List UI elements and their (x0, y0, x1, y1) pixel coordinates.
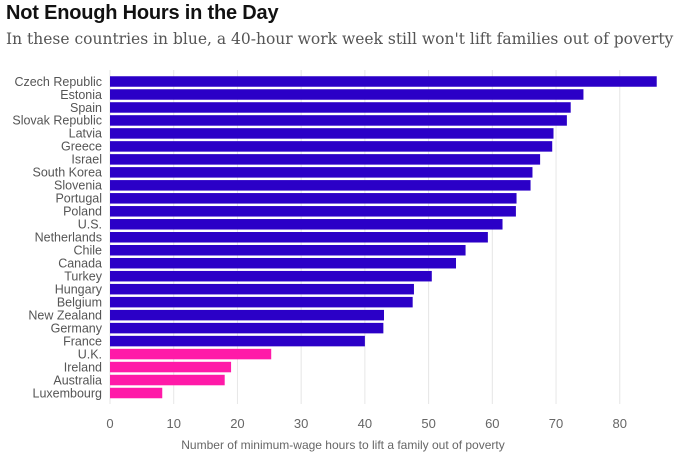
x-tick-label: 70 (549, 416, 563, 431)
x-axis-ticks: 0 10 20 30 40 50 60 70 80 (106, 416, 627, 431)
category-label: Slovenia (54, 179, 102, 193)
category-label: Chile (74, 244, 103, 258)
category-label: U.K. (78, 347, 102, 361)
category-label: Poland (63, 205, 102, 219)
category-label: New Zealand (28, 308, 102, 322)
bar (110, 244, 466, 256)
x-tick-label: 20 (230, 416, 244, 431)
bar (110, 335, 365, 347)
category-label: Greece (61, 140, 102, 154)
category-label: Spain (70, 101, 102, 115)
bar (110, 232, 488, 243)
chart-title: Not Enough Hours in the Day (6, 2, 279, 24)
bar (110, 167, 533, 178)
bar (110, 180, 531, 191)
bar (110, 76, 657, 87)
bar (110, 219, 503, 230)
bar (110, 283, 414, 295)
bar (110, 270, 432, 282)
category-label: U.S. (78, 218, 102, 232)
bar (110, 322, 384, 334)
bar (110, 374, 225, 386)
category-label: Netherlands (35, 231, 102, 245)
category-label: Luxembourg (33, 386, 103, 400)
category-label: Estonia (60, 88, 102, 102)
bar (110, 102, 571, 113)
bar (110, 154, 541, 165)
x-axis-title: Number of minimum-wage hours to lift a f… (181, 438, 504, 452)
x-tick-label: 10 (166, 416, 180, 431)
bar (110, 309, 384, 321)
x-tick-label: 60 (485, 416, 499, 431)
category-label: Ireland (64, 360, 102, 374)
x-tick-label: 80 (613, 416, 627, 431)
bar (110, 257, 457, 269)
category-label: Portugal (55, 192, 102, 206)
category-label: Latvia (69, 127, 102, 141)
category-label: Germany (51, 321, 103, 335)
bar (110, 89, 584, 100)
bar (110, 141, 553, 152)
category-label: Czech Republic (14, 75, 102, 89)
chart-subtitle: In these countries in blue, a 40-hour wo… (6, 30, 674, 48)
x-tick-label: 30 (294, 416, 308, 431)
bar (110, 296, 413, 308)
bar (110, 387, 163, 399)
bar (110, 115, 567, 126)
category-label: Hungary (55, 282, 103, 296)
category-label: South Korea (33, 166, 103, 180)
bar (110, 193, 517, 204)
x-tick-label: 50 (421, 416, 435, 431)
category-label: Slovak Republic (12, 114, 102, 128)
bar (110, 361, 232, 373)
bar (110, 348, 272, 360)
x-tick-label: 40 (358, 416, 372, 431)
bar (110, 206, 516, 217)
category-label: Canada (58, 257, 102, 271)
bars (110, 76, 657, 399)
category-label: France (63, 334, 102, 348)
bar (110, 128, 554, 139)
category-label: Australia (53, 373, 102, 387)
category-label: Turkey (64, 270, 102, 284)
category-label: Israel (71, 153, 102, 167)
x-tick-label: 0 (106, 416, 113, 431)
category-label: Belgium (57, 295, 102, 309)
